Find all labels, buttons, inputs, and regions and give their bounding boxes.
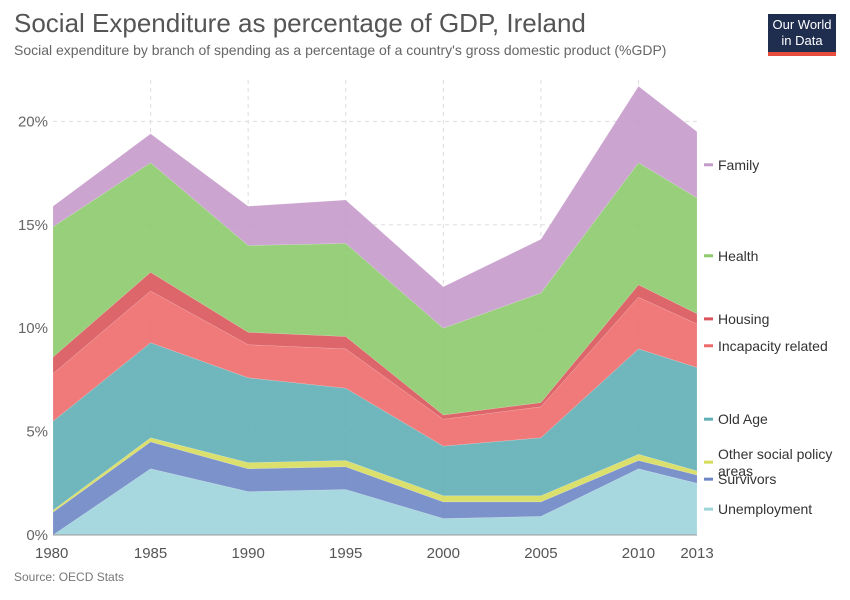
chart-subtitle: Social expenditure by branch of spending…: [14, 42, 667, 58]
x-tick-label: 1985: [134, 545, 167, 562]
area-family: [52, 85, 698, 329]
y-tick-label: 0%: [26, 527, 48, 544]
owid-logo[interactable]: Our World in Data: [768, 14, 836, 56]
area-other-social-policy-areas: [52, 437, 698, 513]
legend-label-line: Other social policy: [718, 446, 832, 462]
legend-label: Survivors: [718, 471, 776, 487]
logo-accent-bar: [768, 52, 836, 56]
x-tick-label: 2010: [622, 545, 655, 562]
x-tick-label: 1990: [231, 545, 264, 562]
y-tick-label: 5%: [26, 424, 48, 441]
area-housing: [52, 271, 698, 420]
legend-label: Unemployment: [718, 501, 812, 517]
legend-label: Housing: [718, 311, 769, 327]
legend-label: Incapacity related: [718, 338, 828, 354]
x-tick-label: 2000: [427, 545, 460, 562]
y-tick-label: 10%: [18, 320, 48, 337]
x-tick-label: 2005: [524, 545, 557, 562]
y-tick-label: 20%: [18, 113, 48, 130]
area-health: [52, 162, 698, 416]
chart-title: Social Expenditure as percentage of GDP,…: [14, 8, 586, 38]
logo-line-2: in Data: [781, 33, 823, 48]
x-tick-label: 1980: [35, 545, 68, 562]
area-survivors: [52, 441, 698, 536]
legend-label: Health: [718, 248, 758, 264]
legend-label: Other social policy areas: [718, 446, 832, 479]
x-tick-label: 2013: [680, 545, 713, 562]
source-note: Source: OECD Stats: [14, 570, 125, 584]
legend-label-line: areas: [718, 463, 753, 479]
legend-label: Family: [718, 157, 759, 173]
y-tick-label: 15%: [18, 217, 48, 234]
legend-label: Old Age: [718, 411, 768, 427]
x-tick-label: 1995: [329, 545, 362, 562]
logo-line-1: Our World: [772, 17, 832, 32]
